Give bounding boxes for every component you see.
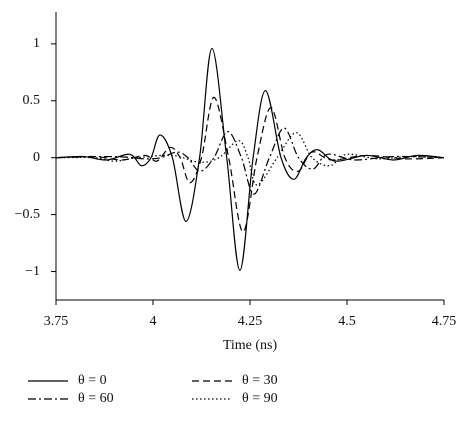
x-tick-label: 4.5 — [338, 314, 356, 329]
x-tick-label: 4.75 — [432, 314, 457, 329]
y-tick-label: −1 — [25, 264, 40, 279]
x-tick-label: 4.25 — [238, 314, 263, 329]
legend-label: θ = 90 — [242, 391, 278, 406]
series-line — [55, 47, 445, 272]
y-tick-label: 1 — [33, 36, 40, 51]
legend-label: θ = 30 — [242, 373, 278, 388]
series-line — [55, 132, 445, 186]
y-tick-label: 0.5 — [23, 93, 41, 108]
y-tick-label: 0 — [33, 150, 40, 165]
y-tick-label: −0.5 — [15, 207, 40, 222]
series-line — [55, 127, 445, 195]
x-axis-label: Time (ns) — [223, 338, 278, 353]
series-line — [55, 96, 445, 233]
x-tick-label: 3.75 — [44, 314, 69, 329]
x-tick-label: 4 — [150, 314, 157, 329]
legend-label: θ = 60 — [78, 391, 114, 406]
legend-label: θ = 0 — [78, 373, 107, 388]
